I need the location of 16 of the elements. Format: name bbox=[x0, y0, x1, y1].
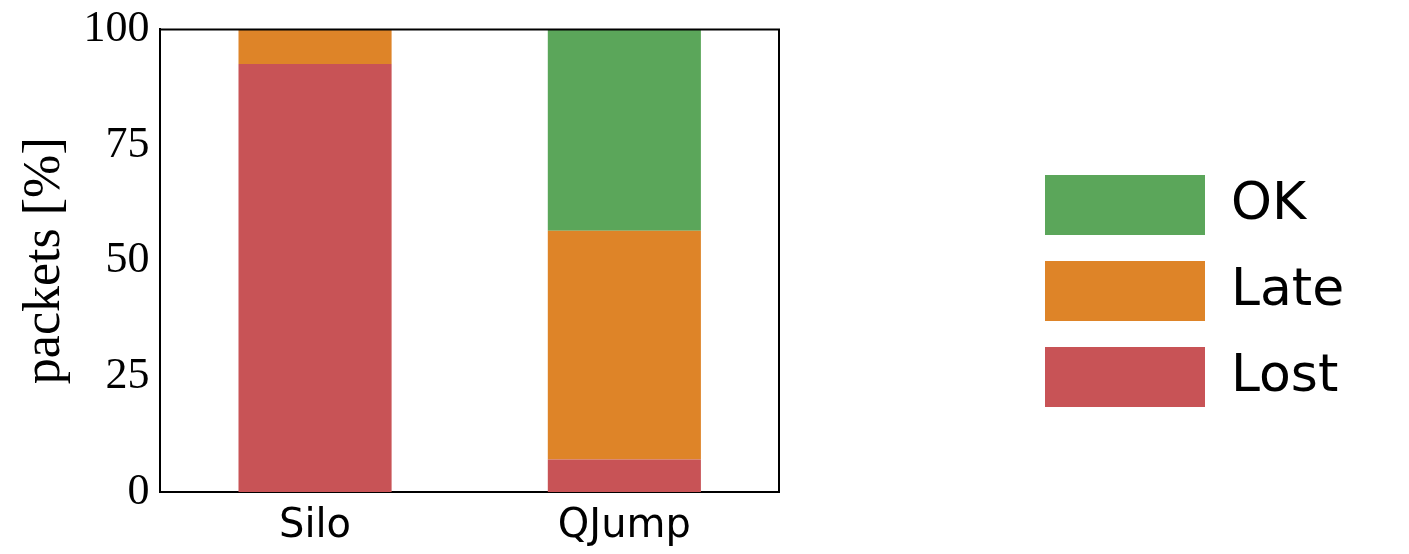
y-tick-label: 75 bbox=[105, 117, 150, 167]
y-tick-label: 50 bbox=[105, 233, 150, 283]
bar bbox=[238, 29, 392, 65]
legend-label: Lost bbox=[1231, 342, 1339, 403]
x-tick-label: QJump bbox=[557, 500, 691, 547]
legend-label: Late bbox=[1231, 256, 1345, 317]
legend-label: OK bbox=[1231, 170, 1308, 231]
y-axis-title: packets [%] bbox=[12, 137, 70, 385]
y-tick-label: 25 bbox=[105, 348, 150, 398]
bar bbox=[547, 29, 701, 231]
bar bbox=[547, 459, 701, 492]
x-tick-label: Silo bbox=[279, 500, 352, 547]
bar bbox=[238, 64, 392, 492]
y-tick-label: 100 bbox=[83, 1, 150, 51]
bar bbox=[547, 230, 701, 460]
y-tick-label: 0 bbox=[127, 464, 150, 514]
